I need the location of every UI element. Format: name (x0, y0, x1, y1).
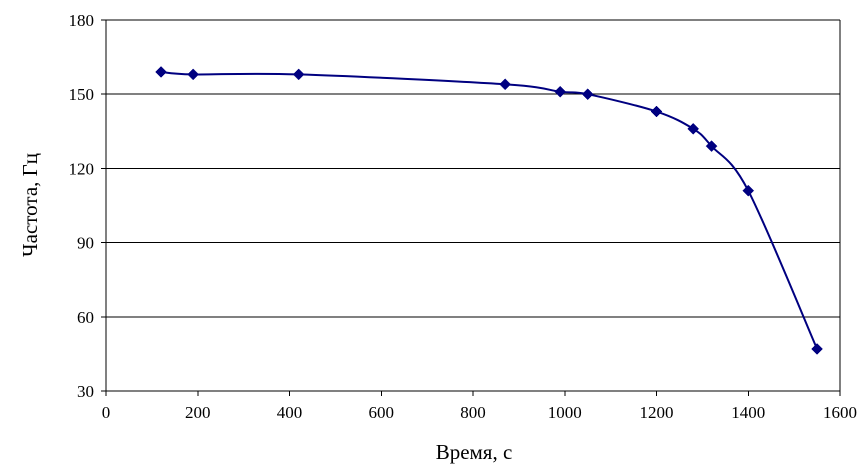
y-tick-label: 90 (77, 234, 94, 253)
series-layer (155, 66, 823, 355)
axes (101, 19, 841, 396)
x-tick-label: 200 (185, 403, 211, 422)
y-axis-label: Частота, Гц (18, 153, 42, 257)
grid-lines (106, 19, 840, 318)
tick-labels: 30 60 90 120 150 180 0 200 400 600 800 1000 1200 1400… (69, 11, 858, 422)
y-tick-label: 150 (69, 85, 95, 104)
data-point-marker (554, 85, 567, 98)
y-tick-label: 120 (69, 159, 95, 178)
y-tick-label: 60 (77, 308, 94, 327)
data-point-marker (155, 66, 167, 78)
data-point-marker (292, 68, 305, 81)
data-point-marker (499, 78, 511, 91)
y-tick-label: 180 (69, 11, 95, 30)
x-tick-label: 600 (369, 403, 395, 422)
x-tick-label: 1000 (548, 403, 582, 422)
data-point-marker (650, 105, 663, 118)
x-tick-label: 1600 (823, 403, 857, 422)
x-tick-label: 1200 (640, 403, 674, 422)
x-tick-label: 0 (102, 403, 111, 422)
data-point-marker (742, 184, 755, 197)
x-tick-label: 800 (460, 403, 486, 422)
data-point-marker (705, 140, 718, 152)
data-point-marker (187, 68, 200, 81)
y-tick-label: 30 (77, 382, 94, 401)
x-axis-label: Время, с (436, 440, 513, 464)
x-tick-label: 400 (277, 403, 303, 422)
data-point-marker (811, 343, 823, 355)
x-tick-label: 1400 (731, 403, 765, 422)
data-point-marker (581, 88, 594, 101)
series-line (160, 70, 818, 350)
data-point-marker (687, 122, 700, 135)
